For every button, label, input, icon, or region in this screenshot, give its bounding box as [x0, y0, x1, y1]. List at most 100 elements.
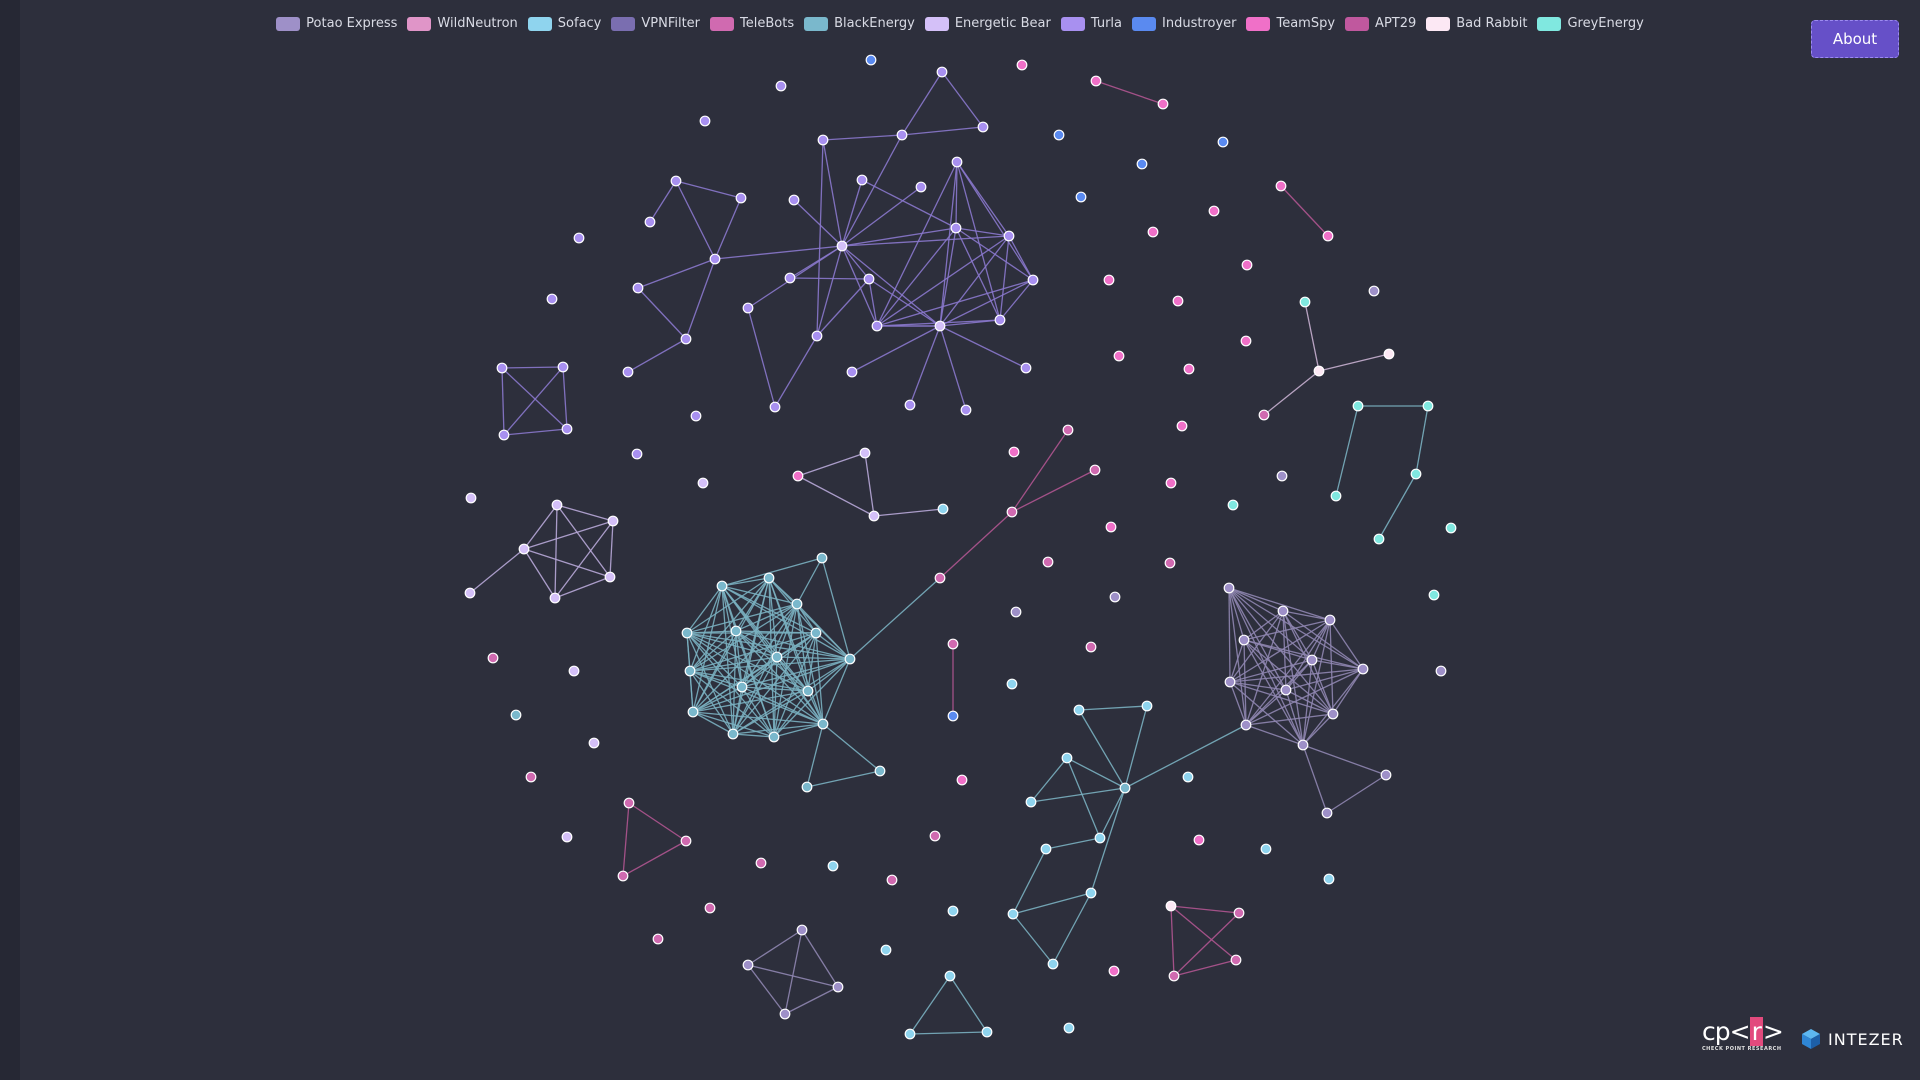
graph-node[interactable]: [1157, 98, 1169, 110]
legend-item-wildneutron[interactable]: WildNeutron: [407, 16, 518, 31]
graph-node[interactable]: [936, 66, 948, 78]
graph-node[interactable]: [915, 181, 927, 193]
graph-node[interactable]: [1223, 582, 1235, 594]
graph-node[interactable]: [956, 774, 968, 786]
graph-node[interactable]: [1193, 834, 1205, 846]
graph-node[interactable]: [1323, 873, 1335, 885]
graph-node[interactable]: [836, 240, 848, 252]
graph-node[interactable]: [1164, 557, 1176, 569]
graph-node[interactable]: [784, 272, 796, 284]
graph-node[interactable]: [1352, 400, 1364, 412]
graph-node[interactable]: [727, 728, 739, 740]
graph-node[interactable]: [960, 404, 972, 416]
graph-node[interactable]: [1008, 446, 1020, 458]
graph-node[interactable]: [775, 80, 787, 92]
graph-node[interactable]: [709, 253, 721, 265]
graph-node[interactable]: [947, 905, 959, 917]
graph-node[interactable]: [1260, 843, 1272, 855]
graph-node[interactable]: [1063, 1022, 1075, 1034]
graph-node[interactable]: [1238, 634, 1250, 646]
graph-node[interactable]: [730, 625, 742, 637]
graph-node[interactable]: [1233, 907, 1245, 919]
graph-node[interactable]: [1176, 420, 1188, 432]
graph-node[interactable]: [1445, 522, 1457, 534]
graph-node[interactable]: [1172, 295, 1184, 307]
graph-node[interactable]: [561, 423, 573, 435]
legend-item-teamspy[interactable]: TeamSpy: [1246, 16, 1335, 31]
graph-node[interactable]: [1324, 614, 1336, 626]
graph-node[interactable]: [1061, 752, 1073, 764]
graph-node[interactable]: [810, 627, 822, 639]
graph-node[interactable]: [518, 543, 530, 555]
graph-node[interactable]: [981, 1026, 993, 1038]
graph-node[interactable]: [699, 115, 711, 127]
graph-node[interactable]: [944, 970, 956, 982]
graph-node[interactable]: [791, 598, 803, 610]
graph-node[interactable]: [1090, 75, 1102, 87]
graph-node[interactable]: [1113, 350, 1125, 362]
graph-node[interactable]: [934, 572, 946, 584]
graph-node[interactable]: [1006, 506, 1018, 518]
graph-node[interactable]: [623, 797, 635, 809]
graph-node[interactable]: [802, 685, 814, 697]
legend-item-bad-rabbit[interactable]: Bad Rabbit: [1426, 16, 1527, 31]
graph-node[interactable]: [1105, 521, 1117, 533]
graph-node[interactable]: [1025, 796, 1037, 808]
graph-node[interactable]: [1383, 348, 1395, 360]
graph-node[interactable]: [1075, 191, 1087, 203]
graph-node[interactable]: [1357, 663, 1369, 675]
graph-node[interactable]: [779, 1008, 791, 1020]
graph-node[interactable]: [1227, 499, 1239, 511]
graph-node[interactable]: [1435, 665, 1447, 677]
graph-node[interactable]: [817, 134, 829, 146]
graph-node[interactable]: [832, 981, 844, 993]
graph-node[interactable]: [1006, 678, 1018, 690]
graph-node[interactable]: [1103, 274, 1115, 286]
graph-node[interactable]: [947, 638, 959, 650]
graph-node[interactable]: [904, 399, 916, 411]
graph-node[interactable]: [1047, 958, 1059, 970]
graph-node[interactable]: [1208, 205, 1220, 217]
graph-node[interactable]: [1165, 900, 1177, 912]
graph-node[interactable]: [934, 320, 946, 332]
graph-node[interactable]: [896, 129, 908, 141]
graph-node[interactable]: [568, 665, 580, 677]
graph-node[interactable]: [1258, 409, 1270, 421]
graph-node[interactable]: [950, 222, 962, 234]
graph-node[interactable]: [687, 706, 699, 718]
graph-node[interactable]: [817, 718, 829, 730]
graph-node[interactable]: [704, 902, 716, 914]
graph-node[interactable]: [1241, 259, 1253, 271]
graph-node[interactable]: [856, 174, 868, 186]
graph-node[interactable]: [1182, 771, 1194, 783]
graph-node[interactable]: [886, 874, 898, 886]
legend-item-blackenergy[interactable]: BlackEnergy: [804, 16, 915, 31]
graph-node[interactable]: [1217, 136, 1229, 148]
graph-node[interactable]: [525, 771, 537, 783]
graph-node[interactable]: [796, 924, 808, 936]
graph-node[interactable]: [1240, 335, 1252, 347]
graph-node[interactable]: [735, 192, 747, 204]
legend-item-telebots[interactable]: TeleBots: [710, 16, 794, 31]
graph-node[interactable]: [742, 302, 754, 314]
graph-node[interactable]: [736, 681, 748, 693]
graph-node[interactable]: [868, 510, 880, 522]
graph-node[interactable]: [1299, 296, 1311, 308]
graph-node[interactable]: [561, 831, 573, 843]
graph-node[interactable]: [1368, 285, 1380, 297]
graph-node[interactable]: [498, 429, 510, 441]
graph-node[interactable]: [1010, 606, 1022, 618]
graph-node[interactable]: [863, 273, 875, 285]
graph-node[interactable]: [1042, 556, 1054, 568]
legend-item-potao-express[interactable]: Potao Express: [276, 16, 397, 31]
graph-node[interactable]: [1108, 965, 1120, 977]
graph-node[interactable]: [1165, 477, 1177, 489]
graph-node[interactable]: [617, 870, 629, 882]
graph-node[interactable]: [1073, 704, 1085, 716]
graph-node[interactable]: [573, 232, 585, 244]
graph-node[interactable]: [1297, 739, 1309, 751]
graph-node[interactable]: [1280, 684, 1292, 696]
graph-node[interactable]: [904, 1028, 916, 1040]
graph-node[interactable]: [631, 448, 643, 460]
